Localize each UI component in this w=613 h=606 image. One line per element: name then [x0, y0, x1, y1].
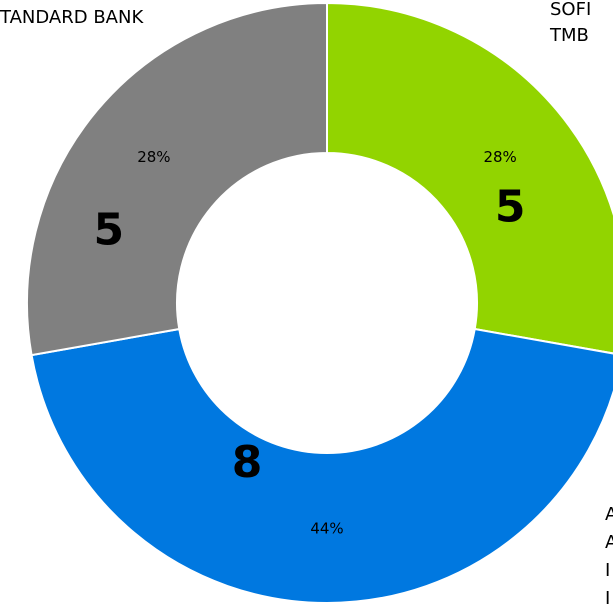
donut-slice — [30, 327, 613, 604]
category-label: SOFI — [550, 0, 591, 20]
percent-label: 28% — [137, 148, 170, 166]
category-label: TANDARD BANK — [0, 7, 144, 28]
value-label: 8 — [232, 437, 263, 488]
value-label: 5 — [495, 182, 526, 233]
category-label: I — [605, 588, 610, 606]
donut-slice — [326, 1, 613, 355]
value-label: 5 — [94, 205, 125, 256]
percent-label: 44% — [310, 520, 343, 538]
category-label: I — [605, 560, 610, 581]
category-label: TMB — [549, 25, 589, 46]
donut-slice — [26, 1, 328, 357]
category-label: A — [605, 532, 613, 553]
category-label: A — [605, 504, 613, 525]
percent-label: 28% — [483, 148, 516, 166]
